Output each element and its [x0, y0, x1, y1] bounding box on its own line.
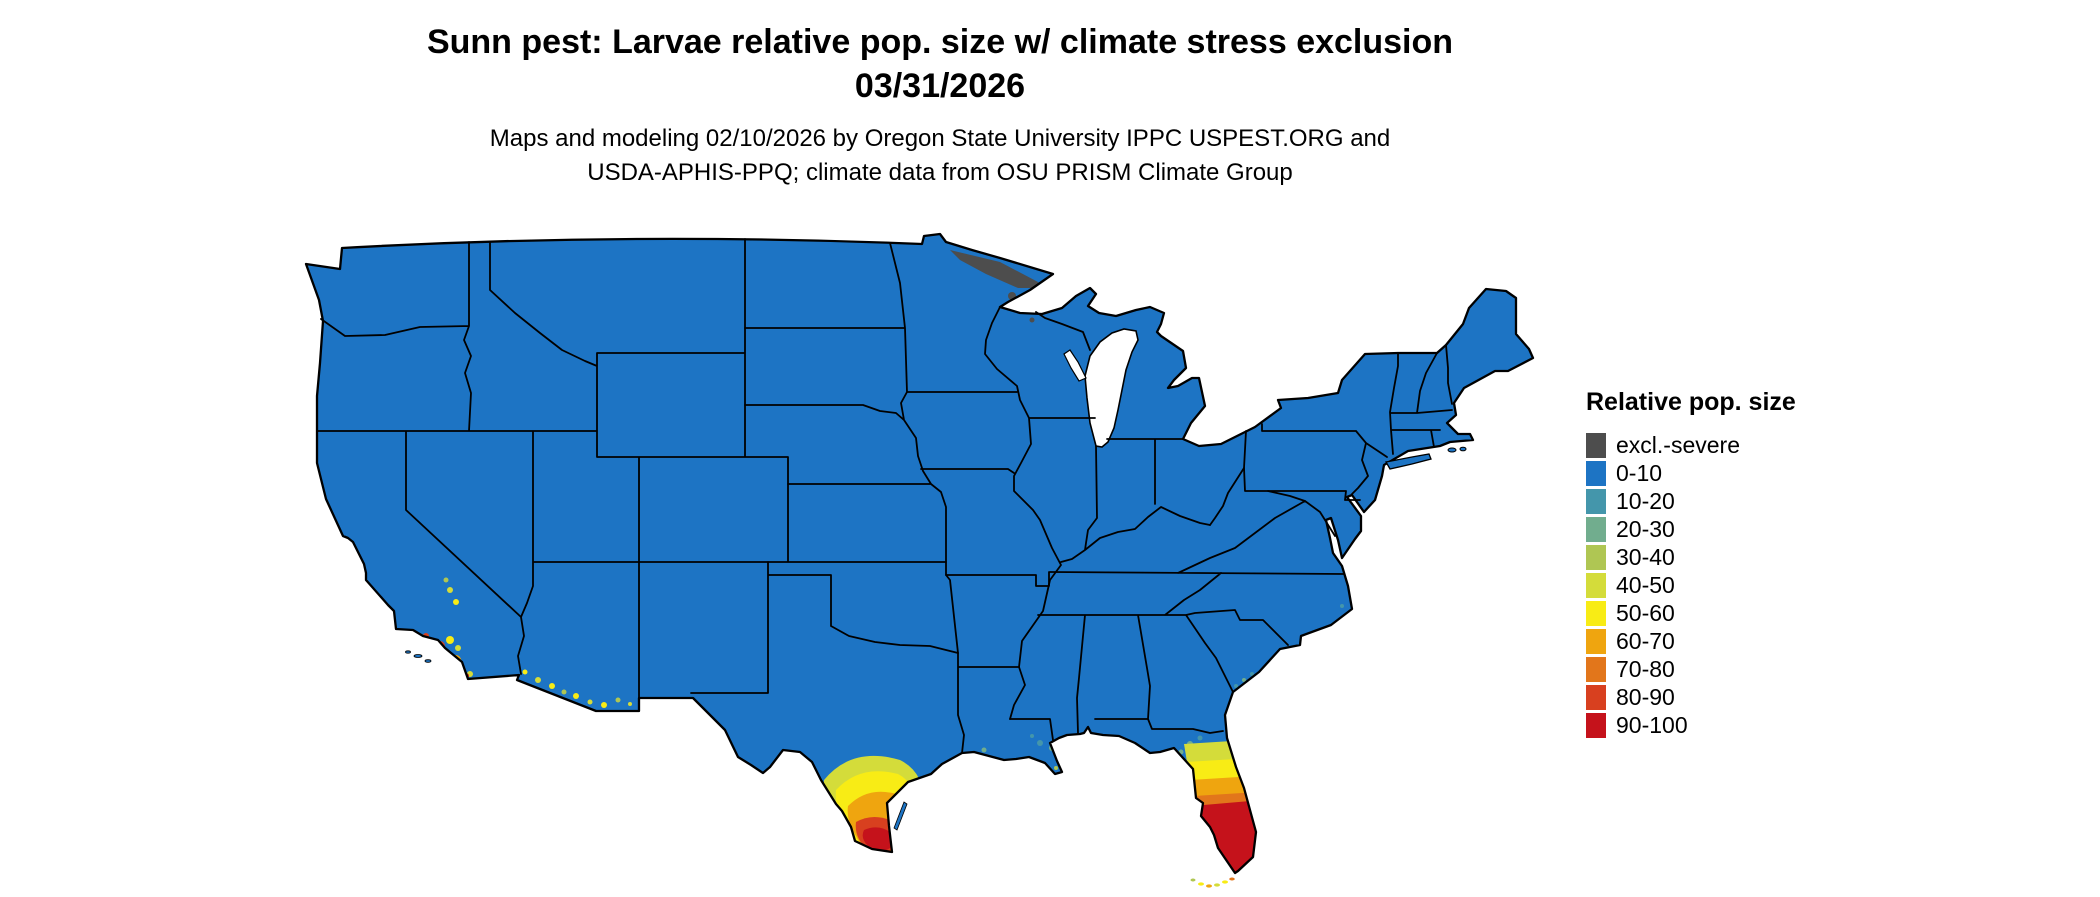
map-subtitle-line2: USDA-APHIS-PPQ; climate data from OSU PR…: [587, 159, 1293, 186]
state-borders-south: [690, 467, 1345, 754]
padre-island: [893, 801, 908, 831]
us-map-svg: [304, 232, 1535, 888]
legend-item-label: 0-10: [1616, 459, 1663, 486]
legend-swatch: [1586, 516, 1606, 542]
lake-michigan: [1084, 328, 1139, 448]
legend-item: 10-20: [1586, 487, 1906, 515]
legend-swatch: [1586, 600, 1606, 626]
page-subtitle: Maps and modeling 02/10/2026 by Oregon S…: [0, 122, 1880, 190]
map-subtitle-line1: Maps and modeling 02/10/2026 by Oregon S…: [489, 125, 1391, 152]
legend-swatch: [1586, 544, 1606, 570]
legend-item: 60-70: [1586, 627, 1906, 655]
legend-item-label: 10-20: [1616, 487, 1675, 514]
us-map: [300, 228, 1540, 892]
nantucket: [1459, 446, 1467, 452]
legend-item-label: 60-70: [1616, 627, 1675, 654]
legend-items: excl.-severe 0-10 10-20 20-30 30-40 40-50 50-6…: [1586, 431, 1906, 739]
channel-island: [424, 659, 432, 663]
legend-swatch: [1586, 572, 1606, 598]
legend-swatch: [1586, 628, 1606, 654]
legend-swatch: [1586, 656, 1606, 682]
legend-title: Relative pop. size: [1586, 388, 1796, 416]
hotspot-southeast-coast: [1234, 604, 1344, 688]
legend-swatch: [1586, 488, 1606, 514]
legend-swatch: [1586, 432, 1606, 458]
legend-swatch: [1586, 684, 1606, 710]
legend-item-label: 80-90: [1616, 683, 1675, 710]
state-borders-midwest: [744, 242, 1211, 720]
legend-item-label: 50-60: [1616, 599, 1675, 626]
legend-item-label: excl.-severe: [1616, 431, 1740, 458]
marthas-vineyard: [1447, 447, 1457, 453]
channel-island: [405, 650, 411, 654]
green-bay: [1063, 349, 1087, 382]
legend-item: 50-60: [1586, 599, 1906, 627]
offshore-islands: [405, 446, 1467, 831]
page-title: Sunn pest: Larvae relative pop. size w/ …: [0, 20, 1880, 108]
hotspot-southern-arizona: [522, 669, 632, 708]
long-island: [1384, 453, 1432, 470]
legend-item: excl.-severe: [1586, 431, 1906, 459]
channel-island: [413, 654, 423, 658]
legend-swatch: [1586, 712, 1606, 738]
legend-item-label: 20-30: [1616, 515, 1675, 542]
legend-item: 80-90: [1586, 683, 1906, 711]
legend-item: 30-40: [1586, 543, 1906, 571]
legend-item-label: 30-40: [1616, 543, 1675, 570]
map-legend: Relative pop. size excl.-severe 0-10 10-20…: [1586, 388, 1906, 739]
legend-item-label: 70-80: [1616, 655, 1675, 682]
florida-keys: [1190, 877, 1235, 888]
state-borders-east: [1243, 344, 1453, 501]
legend-item-label: 90-100: [1616, 711, 1688, 738]
legend-item: 70-80: [1586, 655, 1906, 683]
legend-item: 20-30: [1586, 515, 1906, 543]
legend-item: 0-10: [1586, 459, 1906, 487]
map-title-line1: Sunn pest: Larvae relative pop. size w/ …: [426, 23, 1454, 61]
legend-item: 40-50: [1586, 571, 1906, 599]
legend-item: 90-100: [1586, 711, 1906, 739]
state-borders-west: [316, 238, 947, 707]
legend-item-label: 40-50: [1616, 571, 1675, 598]
map-title-date: 03/31/2026: [854, 67, 1026, 105]
legend-swatch: [1586, 460, 1606, 486]
